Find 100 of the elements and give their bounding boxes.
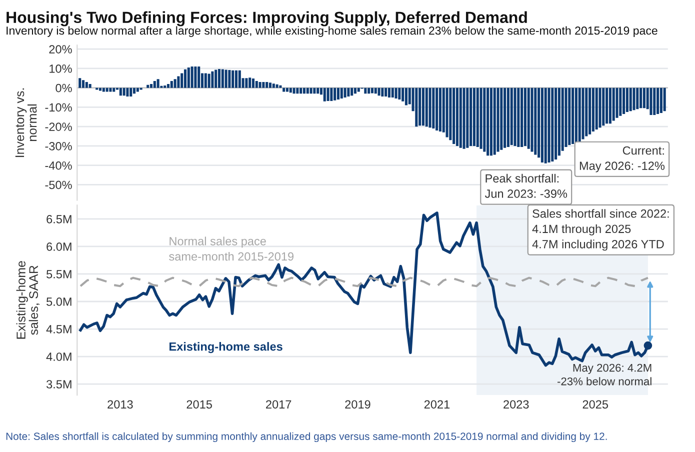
bar (404, 88, 408, 106)
bar (622, 88, 626, 114)
bar (476, 88, 479, 147)
series-label: Normal sales pace same-month 2015-2019 (169, 236, 294, 261)
x-tick-label: 2025 (582, 400, 608, 409)
bar (660, 88, 662, 114)
bar (268, 82, 272, 88)
bar (486, 88, 490, 156)
bar (130, 88, 132, 97)
bar (381, 88, 384, 97)
bar (82, 80, 85, 88)
bar (592, 88, 594, 132)
bar (449, 88, 452, 140)
bar (572, 88, 574, 144)
bar (663, 88, 666, 112)
bar (608, 88, 612, 124)
bar (306, 88, 309, 94)
bar (530, 88, 534, 152)
bar (198, 66, 200, 88)
bar (520, 88, 524, 147)
y-tick-label: -20% (45, 122, 72, 131)
y-tick-label: 4.0M (46, 352, 72, 361)
bar (289, 88, 292, 93)
bar (190, 66, 194, 88)
bar (146, 84, 150, 88)
bar (642, 88, 646, 108)
bar (632, 88, 636, 110)
bar (598, 88, 602, 128)
bar (344, 88, 346, 98)
bar (340, 88, 343, 98)
bar (156, 79, 160, 88)
text: Note: Sales shortfall is calculated by summing monthly annualized gaps versus same-month 2015-2019 normal and dividing by 12. (6, 432, 607, 442)
y-tick-label: 5.5M (46, 270, 72, 278)
bar (214, 70, 218, 88)
bar (578, 88, 581, 142)
y-tick-label: 3.5M (46, 380, 72, 388)
bar (402, 88, 404, 102)
x-tick-label: 2013 (108, 400, 133, 409)
bar (558, 88, 560, 156)
annotation: May 2026: 4.2M -23% below normal (558, 364, 652, 386)
bar (221, 69, 224, 88)
bar (564, 88, 568, 147)
bar (398, 88, 401, 100)
bar (150, 84, 153, 88)
bar (330, 88, 333, 102)
bar (640, 88, 642, 108)
bar (78, 78, 82, 88)
bar (504, 88, 506, 148)
bar (368, 88, 370, 94)
bar (422, 88, 424, 126)
bar (554, 88, 558, 160)
bar (500, 88, 503, 150)
bar (174, 79, 176, 88)
bar (493, 88, 496, 155)
bar (119, 88, 122, 96)
y-tick-label: -50% (45, 180, 72, 190)
bar (551, 88, 554, 162)
bar (510, 88, 513, 146)
bar (595, 88, 598, 130)
bar (582, 88, 584, 140)
bar (279, 85, 282, 88)
annotation: Peak shortfall: Jun 2023: -39% (484, 174, 568, 198)
bar (326, 88, 330, 102)
bar (88, 84, 92, 88)
bar (272, 84, 275, 88)
bar (384, 88, 388, 97)
y-axis-title: Inventory vs. normal (15, 88, 37, 157)
x-tick-label: 2021 (424, 400, 450, 409)
bar (425, 88, 428, 127)
bar (85, 82, 88, 88)
bar (653, 88, 656, 115)
bar (388, 88, 390, 98)
bar (514, 88, 516, 146)
line-series (79, 276, 649, 288)
bar (428, 88, 432, 128)
bar (374, 88, 377, 94)
y-tick-label: 4.5M (46, 325, 72, 334)
bar (480, 88, 482, 149)
bar (336, 88, 340, 100)
bar (534, 88, 537, 155)
bar (204, 73, 207, 88)
bar (122, 88, 126, 96)
chart-subtitle: Inventory is below normal after a large shortage, while existing-home sales remain 23% below the same-month 2015-2019 pace (6, 26, 658, 37)
bar (650, 88, 652, 115)
bar (490, 88, 492, 156)
x-tick-label: 2015 (186, 400, 212, 409)
y-tick-label: 10% (50, 64, 72, 73)
bar (415, 88, 418, 127)
bar (446, 88, 448, 138)
y-tick-label: -10% (45, 103, 72, 112)
bar (364, 88, 367, 94)
bar (347, 88, 350, 97)
bar (232, 70, 234, 88)
bar (194, 66, 197, 88)
bar (466, 88, 469, 148)
bar (438, 88, 442, 132)
bar (418, 88, 422, 126)
bar (585, 88, 588, 136)
bar (612, 88, 615, 121)
bar (517, 88, 520, 147)
